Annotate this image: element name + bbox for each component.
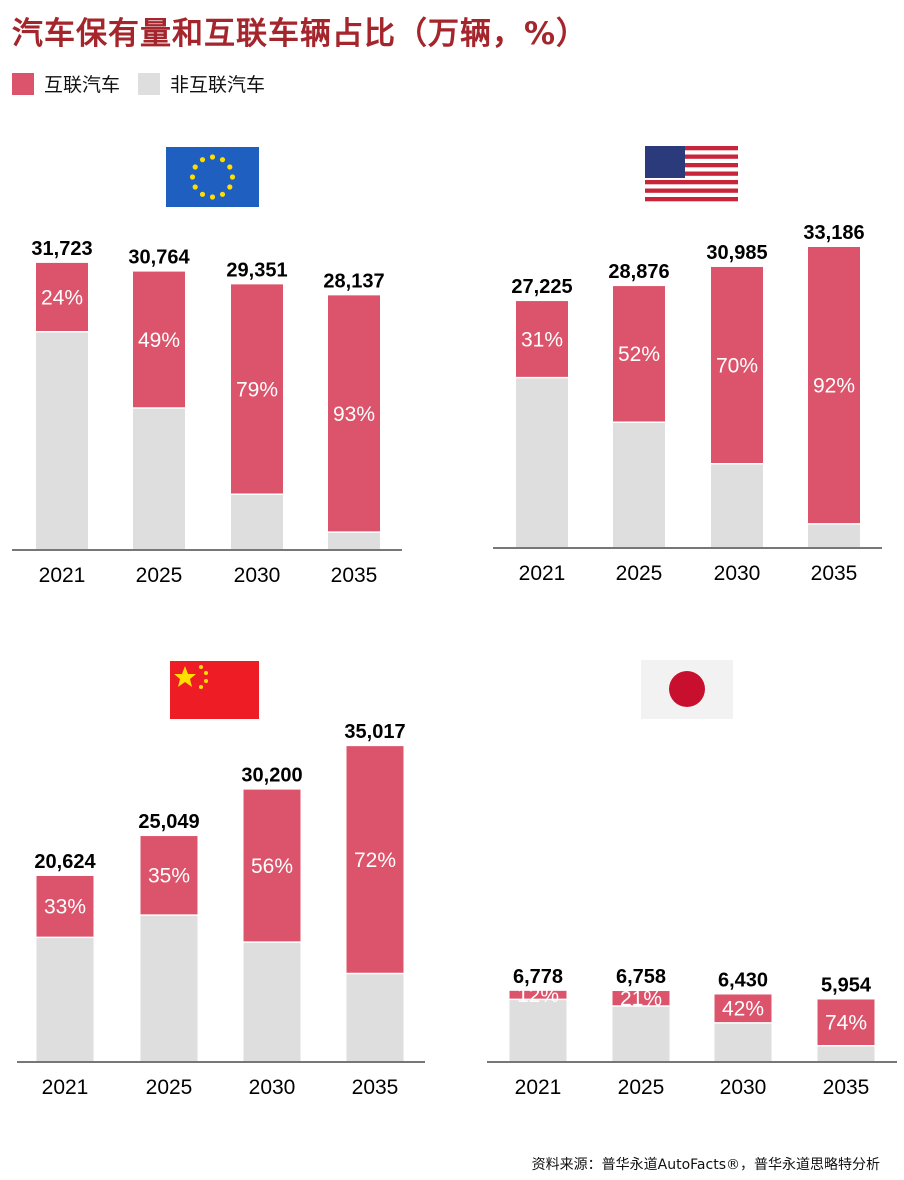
total-label: 6,758 [616, 966, 666, 988]
total-label: 6,430 [718, 969, 768, 991]
bar-non-connected [346, 973, 404, 1062]
year-tick-label: 2025 [146, 1076, 193, 1099]
total-label: 31,723 [31, 238, 92, 260]
year-tick-label: 2030 [249, 1076, 296, 1099]
panel-us: 27,225 31% 2021 28,876 52% 2025 30,985 70% 2030 3… [493, 222, 882, 585]
bar-non-connected [36, 937, 94, 1062]
pct-label: 93% [333, 403, 375, 426]
us-flag [645, 146, 738, 205]
total-label: 30,200 [241, 765, 302, 787]
legend: 互联汽车 非互联汽车 [12, 70, 283, 97]
bar-non-connected [509, 999, 567, 1062]
panel-eu: 31,723 24% 2021 30,764 49% 2025 29,351 79% 2030 2… [12, 238, 402, 587]
bar-non-connected [613, 422, 665, 548]
china-flag [170, 661, 259, 719]
bar-non-connected [243, 942, 301, 1062]
year-tick-label: 2035 [811, 562, 858, 585]
legend-label-non-connected: 非互联汽车 [170, 74, 266, 96]
total-label: 35,017 [344, 721, 405, 743]
legend-swatch-non-connected [138, 72, 161, 95]
pct-label: 92% [813, 374, 855, 397]
year-tick-label: 2021 [42, 1076, 89, 1099]
year-tick-label: 2025 [136, 564, 183, 587]
eu-flag [166, 147, 259, 207]
total-label: 30,764 [128, 247, 190, 269]
bar-connected [231, 284, 283, 495]
japan-flag [641, 660, 733, 719]
total-label: 6,778 [513, 966, 563, 988]
bar-connected [36, 262, 88, 332]
year-tick-label: 2030 [720, 1076, 767, 1099]
bar-non-connected [714, 1022, 772, 1062]
bar-connected [612, 991, 670, 1006]
bar-connected [133, 271, 185, 409]
bar-non-connected [808, 523, 860, 548]
pct-label: 49% [138, 329, 180, 352]
pct-label: 24% [41, 286, 83, 309]
pct-label: 42% [722, 998, 764, 1021]
total-label: 29,351 [226, 259, 287, 281]
bar-non-connected [231, 494, 283, 550]
pct-label: 21% [620, 987, 662, 1010]
total-label: 25,049 [138, 811, 199, 833]
legend-swatch-connected [12, 72, 34, 95]
bar-connected [613, 286, 665, 423]
year-tick-label: 2030 [234, 564, 281, 587]
bar-connected [516, 301, 568, 378]
total-label: 20,624 [34, 851, 96, 873]
bar-non-connected [328, 532, 380, 550]
pct-label: 56% [251, 855, 293, 878]
year-tick-label: 2035 [331, 564, 378, 587]
year-tick-label: 2021 [515, 1076, 562, 1099]
pct-label: 70% [716, 354, 758, 377]
year-tick-label: 2035 [352, 1076, 399, 1099]
year-tick-label: 2025 [616, 562, 663, 585]
pct-label: 31% [521, 328, 563, 351]
year-tick-label: 2025 [618, 1076, 665, 1099]
pct-label: 79% [236, 378, 278, 401]
bar-non-connected [711, 463, 763, 548]
bar-connected [328, 295, 380, 533]
total-label: 28,876 [608, 261, 669, 283]
total-label: 33,186 [803, 222, 864, 244]
total-label: 5,954 [821, 974, 872, 996]
bar-connected [346, 746, 404, 974]
year-tick-label: 2021 [39, 564, 86, 587]
source-note: 资料来源：普华永道AutoFacts®，普华永道思略特分析 [531, 1157, 880, 1173]
bar-connected [817, 999, 875, 1046]
year-tick-label: 2021 [519, 562, 566, 585]
bar-non-connected [36, 331, 88, 550]
bar-non-connected [817, 1045, 875, 1062]
bar-connected [243, 789, 301, 943]
total-label: 28,137 [323, 270, 384, 292]
total-label: 27,225 [511, 276, 572, 298]
panel-china: 20,624 33% 2021 25,049 35% 2025 30,200 56% 2030 3… [17, 721, 425, 1099]
bar-non-connected [516, 377, 568, 548]
chart-title: 汽车保有量和互联车辆占比（万辆，%） [12, 16, 589, 52]
pct-label: 12% [517, 984, 559, 1007]
pct-label: 52% [618, 343, 660, 366]
total-label: 30,985 [706, 242, 767, 264]
year-tick-label: 2030 [714, 562, 761, 585]
bar-non-connected [612, 1005, 670, 1062]
bar-connected [808, 247, 860, 524]
pct-label: 33% [44, 896, 86, 919]
bar-connected [509, 990, 567, 1000]
bar-non-connected [133, 408, 185, 550]
pct-label: 72% [354, 849, 396, 872]
bar-connected [711, 266, 763, 464]
pct-label: 74% [825, 1012, 867, 1035]
year-tick-label: 2035 [823, 1076, 870, 1099]
bar-non-connected [140, 915, 198, 1062]
bar-connected [140, 836, 198, 916]
legend-label-connected: 互联汽车 [44, 74, 121, 96]
bar-connected [714, 994, 772, 1023]
bar-connected [36, 875, 94, 938]
pct-label: 35% [148, 865, 190, 888]
